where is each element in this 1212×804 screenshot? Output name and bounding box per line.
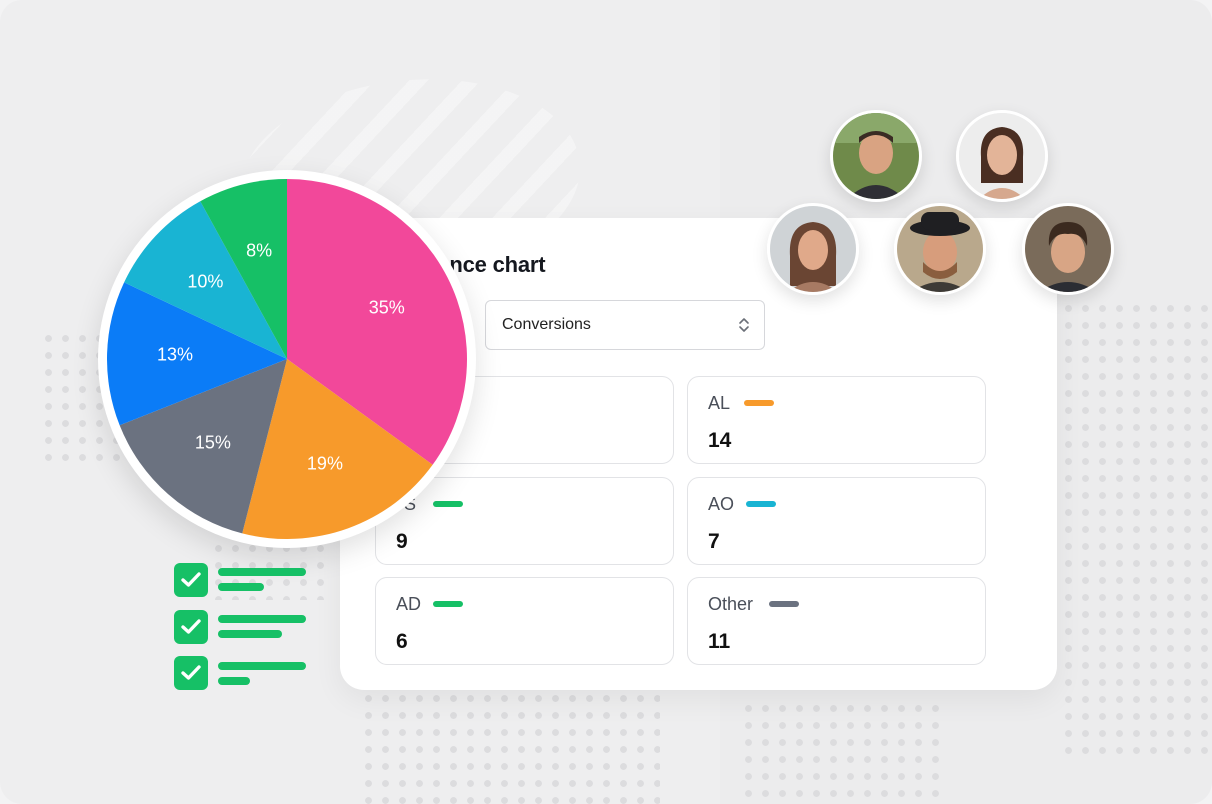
checklist-line	[218, 615, 306, 623]
metric-select[interactable]: Conversions	[485, 300, 765, 350]
checklist-line	[218, 630, 282, 638]
stat-card: Other 11	[687, 577, 986, 665]
user-avatar	[956, 110, 1048, 202]
stat-value: 6	[396, 630, 408, 653]
user-avatar	[1022, 203, 1114, 295]
pie-slice	[242, 359, 433, 539]
checklist-line	[218, 662, 306, 670]
checklist-line	[218, 583, 264, 591]
checkmark-icon	[174, 563, 208, 597]
pie-slice	[119, 359, 287, 534]
pie-slice-label: 10%	[187, 271, 224, 292]
pie-slice	[287, 179, 467, 465]
stat-value: 14	[708, 429, 732, 452]
world-map-dots	[740, 700, 940, 804]
metric-select-value: Conversions	[502, 316, 591, 333]
stat-value: 9	[396, 530, 408, 553]
pie-slice-label: 35%	[368, 297, 405, 318]
pie-slice	[200, 179, 287, 359]
stat-card: S 9	[375, 477, 674, 565]
pie-slice	[107, 282, 287, 426]
pie-slice-label: 19%	[306, 453, 343, 474]
stat-value: 11	[708, 630, 731, 653]
stat-card: AO 7	[687, 477, 986, 565]
stat-label: Other	[708, 594, 754, 614]
pie-chart-svg	[107, 179, 467, 539]
pie-chart: 35% 19% 15% 13% 10% 8%	[98, 170, 476, 548]
stat-label: AD	[396, 594, 422, 614]
world-map-dots	[360, 690, 660, 804]
stat-label: AO	[708, 494, 735, 514]
stat-label: AL	[708, 393, 731, 413]
pie-slice-label: 15%	[194, 432, 231, 453]
checkmark-icon	[174, 610, 208, 644]
user-avatar	[830, 110, 922, 202]
pie-slice-label: 8%	[246, 240, 273, 261]
stat-legend-swatch	[433, 601, 463, 607]
chevron-updown-icon	[739, 318, 749, 332]
stat-value: 7	[708, 530, 720, 553]
stat-card: AD 6	[375, 577, 674, 665]
stat-legend-swatch	[769, 601, 799, 607]
stat-legend-swatch	[744, 400, 774, 406]
stat-legend-swatch	[433, 501, 463, 507]
checklist-line	[218, 568, 306, 576]
stat-legend-swatch	[746, 501, 776, 507]
user-avatar	[767, 203, 859, 295]
user-avatar	[894, 203, 986, 295]
pie-slice-label: 13%	[157, 344, 194, 365]
world-map-dots	[1060, 300, 1212, 760]
checklist-line	[218, 677, 250, 685]
stat-card: AL 14	[687, 376, 986, 464]
pie-slice	[124, 201, 287, 359]
checkmark-icon	[174, 656, 208, 690]
